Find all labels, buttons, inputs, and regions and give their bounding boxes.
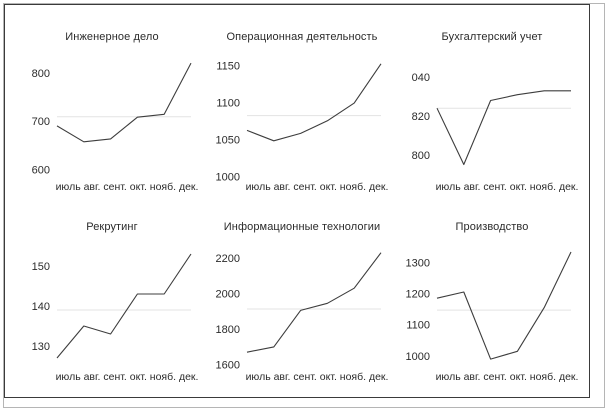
chart-cell-production: Производство 1000 1100 1200 1300 июль авг. … — [397, 207, 587, 397]
chart-frame — [4, 4, 590, 398]
data-series-line — [246, 252, 382, 353]
x-axis-label: июль авг. сент. окт. нояб. дек. — [245, 181, 389, 193]
y-tick-label: 1800 — [216, 324, 240, 336]
chart-cell-accounting: Бухгалтерский учет 800 820 040 июль авг. с… — [397, 17, 587, 207]
chart-cell-it: Информационные технологии 1600 1800 2000 22… — [207, 207, 397, 397]
chart-title: Информационные технологии — [223, 221, 381, 233]
y-tick-label: 600 — [32, 164, 50, 176]
x-axis-label: июль авг. сент. окт. нояб. дек. — [55, 181, 199, 193]
y-tick-label: 130 — [32, 341, 50, 353]
data-series-line — [246, 63, 382, 142]
y-tick-label: 1100 — [406, 320, 430, 332]
x-axis-label: июль авг. сент. окт. нояб. дек. — [245, 371, 389, 383]
data-series-line — [436, 251, 572, 360]
chart-cell-operations: Операционная деятельность 1000 1050 1100 11… — [207, 17, 397, 207]
line-chart: 1000 1050 1100 1150 — [216, 60, 382, 183]
line-chart: 1600 1800 2000 2200 — [216, 252, 382, 372]
y-tick-label: 700 — [32, 116, 50, 128]
data-series-line — [56, 62, 192, 143]
chart-title: Инженерное дело — [65, 31, 159, 43]
y-tick-label: 2200 — [216, 253, 240, 265]
y-tick-label: 2000 — [216, 289, 240, 301]
y-tick-label: 820 — [412, 111, 430, 123]
data-series-line — [436, 90, 571, 166]
y-tick-label: 150 — [32, 261, 50, 273]
y-tick-label: 1200 — [406, 289, 430, 301]
y-tick-label: 800 — [32, 68, 50, 80]
y-tick-label: 040 — [412, 72, 430, 84]
chart-title: Операционная деятельность — [226, 31, 378, 43]
y-tick-label: 1150 — [216, 60, 240, 72]
outer-border — [3, 3, 605, 408]
x-axis-label: июль авг. сент. окт. нояб. дек. — [55, 371, 199, 383]
y-tick-label: 1300 — [406, 257, 430, 269]
y-tick-label: 140 — [32, 301, 50, 313]
y-tick-label: 1050 — [216, 134, 240, 146]
line-chart: 600 700 800 — [32, 62, 192, 176]
line-chart: 800 820 040 — [412, 72, 571, 166]
chart-title: Бухгалтерский учет — [441, 31, 543, 43]
chart-title: Рекрутинг — [86, 221, 138, 233]
y-tick-label: 1000 — [216, 171, 240, 183]
y-tick-label: 1600 — [216, 360, 240, 372]
data-series-line — [56, 253, 192, 359]
line-chart: 130 140 150 — [32, 253, 192, 359]
line-chart: 1000 1100 1200 1300 — [406, 251, 572, 363]
x-axis-label: июль авг. сент. окт. нояб. дек. — [435, 181, 579, 193]
chart-cell-recruiting: Рекрутинг 130 140 150 июль авг. сент. окт.… — [17, 207, 207, 397]
small-multiples-grid: Инженерное дело 600 700 800 июль авг. сент… — [5, 5, 589, 397]
chart-cell-engineering: Инженерное дело 600 700 800 июль авг. сент… — [17, 17, 207, 207]
y-tick-label: 1000 — [406, 351, 430, 363]
y-tick-label: 1100 — [216, 97, 240, 109]
chart-title: Производство — [455, 221, 529, 233]
y-tick-label: 800 — [412, 150, 430, 162]
x-axis-label: июль авг. сент. окт. нояб. дек. — [435, 371, 579, 383]
